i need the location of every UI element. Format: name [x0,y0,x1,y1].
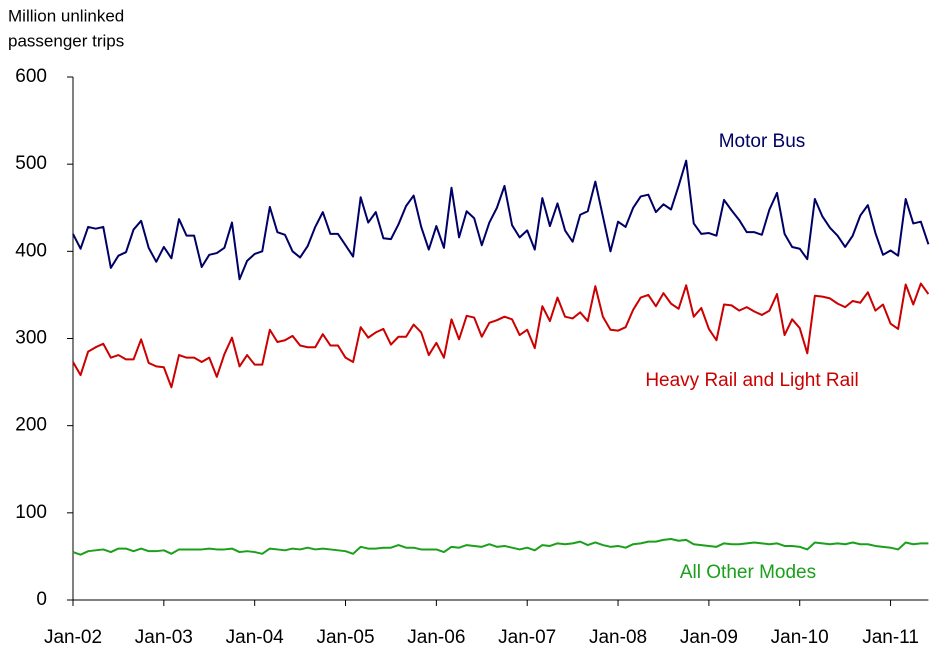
y-tick-label: 400 [15,240,47,261]
series-label: Heavy Rail and Light Rail [645,370,858,391]
line [72,537,929,556]
y-axis-title: Million unlinked [8,6,124,25]
x-tick-label: Jan-10 [771,627,829,648]
x-tick-label: Jan-04 [226,627,285,648]
y-tick-label: 300 [15,328,47,349]
y-tick-label: 200 [15,415,47,436]
line [72,282,930,389]
x-tick-label: Jan-05 [316,627,374,648]
x-tick-label: Jan-11 [862,627,919,648]
y-tick-label: 600 [15,66,47,87]
y-tick-label: 0 [36,589,47,610]
x-tick-label: Jan-07 [498,627,556,648]
y-tick-label: 500 [15,153,47,174]
x-tick-label: Jan-08 [589,627,647,648]
x-tick-label: Jan-02 [44,627,102,648]
y-tick-label: 100 [15,502,47,523]
x-tick-label: Jan-06 [407,627,465,648]
line [72,159,930,281]
x-tick-label: Jan-09 [680,627,738,648]
x-tick-label: Jan-03 [135,627,193,648]
series-label: All Other Modes [680,562,816,583]
series-label: Motor Bus [719,131,806,152]
y-axis-title: passenger trips [8,31,124,50]
